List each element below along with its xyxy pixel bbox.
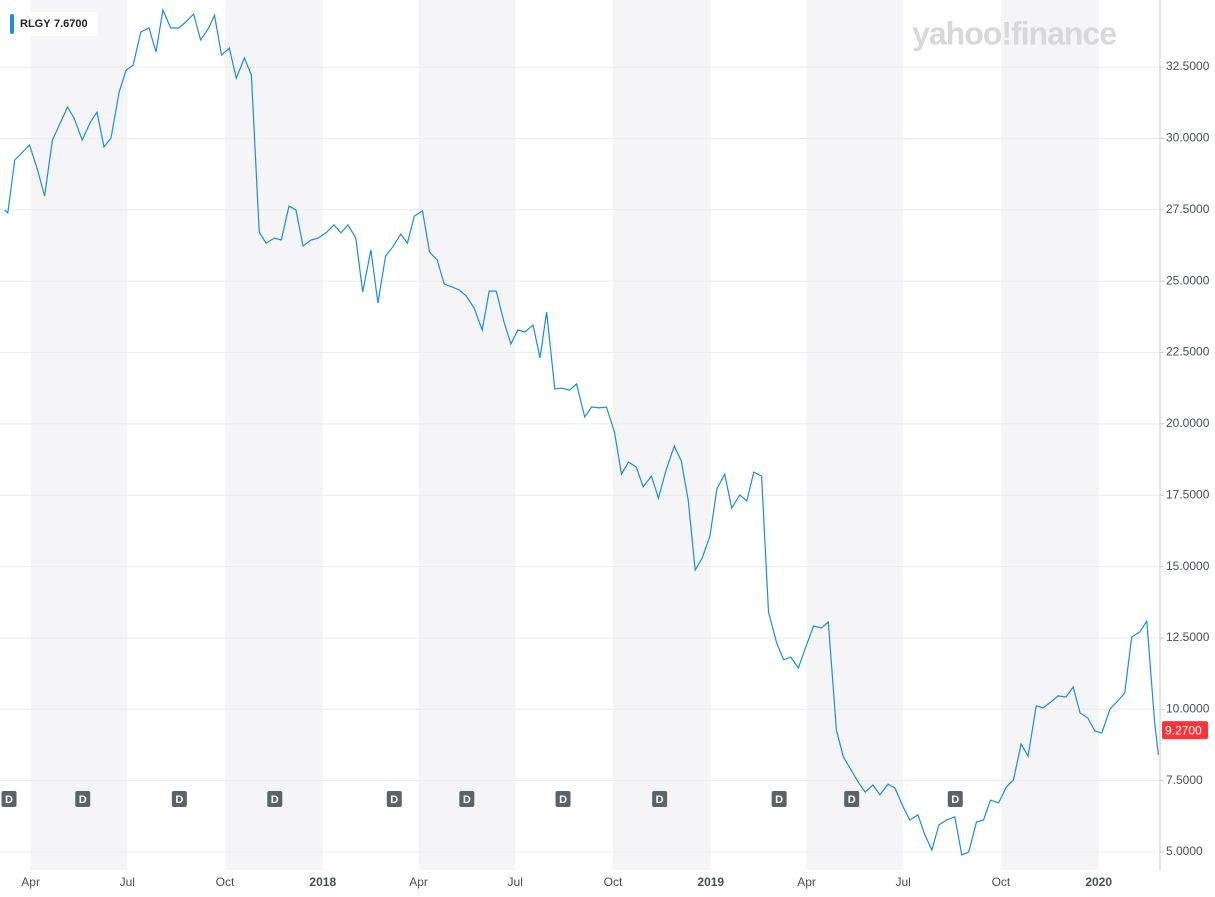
x-tick-label: 2019	[697, 875, 724, 889]
dividend-marker	[459, 791, 475, 807]
y-tick-label: 17.5000	[1166, 487, 1210, 501]
y-tick-label: 25.0000	[1166, 273, 1210, 287]
dividend-label: D	[848, 794, 856, 806]
shade-band	[612, 0, 711, 870]
shade-band	[225, 0, 323, 870]
dividend-marker	[771, 791, 787, 807]
dividend-marker	[267, 791, 283, 807]
y-tick-label: 27.5000	[1166, 202, 1210, 216]
legend-name: RLGY	[20, 18, 51, 30]
dividend-label: D	[271, 794, 279, 806]
legend: RLGY 7.6700	[6, 12, 98, 36]
price-tag-label: 9.2700	[1165, 723, 1202, 737]
dividend-label: D	[951, 794, 959, 806]
x-tick-label: 2018	[309, 875, 336, 889]
dividend-marker	[1, 791, 17, 807]
background-layer	[0, 0, 1160, 870]
dividend-label: D	[463, 794, 471, 806]
dividend-label: D	[5, 794, 13, 806]
price-tag	[1162, 721, 1208, 740]
y-tick-label: 5.0000	[1166, 844, 1203, 858]
price-line	[4, 7, 1159, 856]
y-tick-label: 12.5000	[1166, 630, 1210, 644]
dividend-label: D	[175, 794, 183, 806]
legend-box	[6, 12, 98, 36]
dividend-label: D	[656, 794, 664, 806]
x-tick-label: Jul	[508, 875, 523, 889]
x-tick-label: Jul	[895, 875, 910, 889]
shade-band	[30, 0, 128, 870]
shade-band	[806, 0, 904, 870]
dividend-marker	[947, 791, 963, 807]
y-tick-label: 22.5000	[1166, 345, 1210, 359]
x-tick-label: Jul	[120, 875, 135, 889]
y-tick-label: 10.0000	[1166, 701, 1210, 715]
shade-band	[1000, 0, 1099, 870]
logo: yahoo!finance	[912, 15, 1116, 51]
shade-band	[418, 0, 516, 870]
y-tick-label: 20.0000	[1166, 416, 1210, 430]
dividend-label: D	[79, 794, 87, 806]
dividend-marker	[75, 791, 91, 807]
dividend-marker	[844, 791, 860, 807]
dividend-label: D	[559, 794, 567, 806]
y-tick-label: 15.0000	[1166, 559, 1210, 573]
x-tick-label: Apr	[21, 875, 40, 889]
legend-value: 7.6700	[54, 18, 88, 30]
dividend-marker	[171, 791, 187, 807]
x-tick-label: Apr	[409, 875, 428, 889]
dividend-label: D	[390, 794, 398, 806]
x-tick-label: Apr	[797, 875, 816, 889]
x-tick-label: Oct	[992, 875, 1011, 889]
y-tick-label: 7.5000	[1166, 773, 1203, 787]
x-tick-label: 2020	[1085, 875, 1112, 889]
legend-swatch	[10, 14, 14, 34]
y-tick-label: 30.0000	[1166, 131, 1210, 145]
dividend-marker	[386, 791, 402, 807]
y-tick-label: 32.5000	[1166, 59, 1210, 73]
dividend-marker	[555, 791, 571, 807]
x-tick-label: Oct	[216, 875, 235, 889]
x-tick-label: Oct	[604, 875, 623, 889]
dividend-marker	[652, 791, 668, 807]
dividend-label: D	[775, 794, 783, 806]
